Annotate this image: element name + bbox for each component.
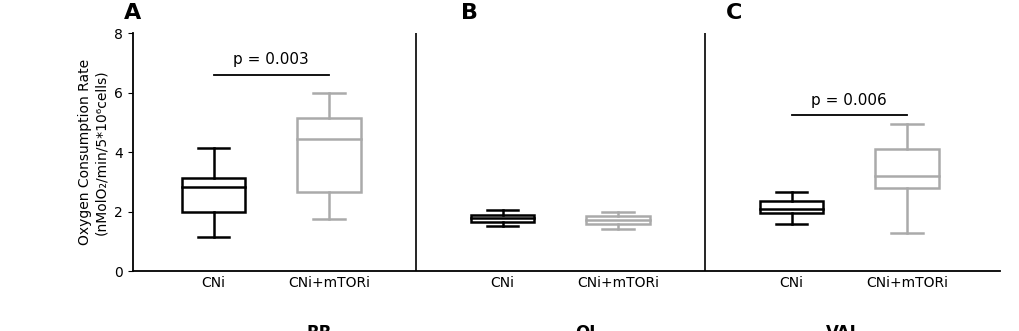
Text: C: C	[726, 3, 742, 23]
Bar	[874, 149, 937, 188]
Text: p = 0.003: p = 0.003	[233, 52, 309, 68]
Text: B: B	[461, 3, 477, 23]
Text: VAL: VAL	[825, 324, 860, 331]
Bar	[471, 215, 534, 222]
Bar	[181, 177, 245, 212]
Text: RR: RR	[306, 324, 331, 331]
Text: OL: OL	[575, 324, 599, 331]
Bar	[298, 118, 361, 192]
Bar	[586, 216, 649, 224]
Text: p = 0.006: p = 0.006	[811, 93, 887, 108]
Text: A: A	[124, 3, 141, 23]
Y-axis label: Oxygen Consumption Rate
(nMolO₂/min/5*10⁶cells): Oxygen Consumption Rate (nMolO₂/min/5*10…	[78, 59, 108, 245]
Bar	[759, 201, 822, 213]
